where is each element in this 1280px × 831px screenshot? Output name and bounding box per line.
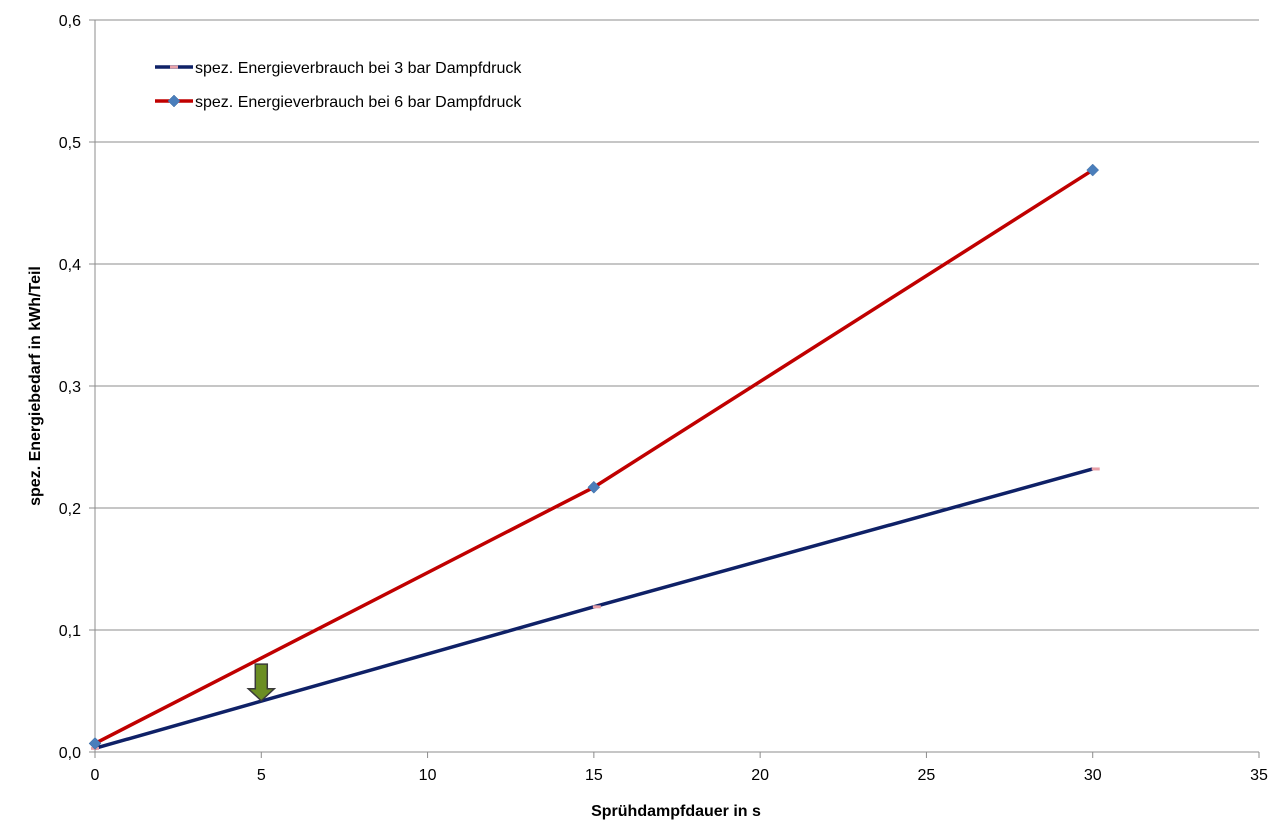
x-tick-label: 10 [419, 767, 437, 784]
legend-marker-2 [167, 94, 181, 108]
y-tick-label: 0,5 [59, 135, 81, 152]
legend-marker-1 [170, 65, 178, 69]
y-tick-label: 0,0 [59, 745, 81, 762]
x-tick-label: 20 [751, 767, 769, 784]
series-2-point [587, 480, 601, 494]
x-tick-label: 5 [257, 767, 266, 784]
x-tick-label: 0 [91, 767, 100, 784]
y-axis-title: spez. Energiebedarf in kWh/Teil [27, 266, 44, 506]
series-line-1 [94, 467, 1094, 751]
legend: spez. Energieverbrauch bei 3 bar Dampfdr… [155, 60, 522, 111]
x-tick-label: 35 [1250, 767, 1268, 784]
y-tick-label: 0,2 [59, 501, 81, 518]
series-2-point [1086, 163, 1100, 177]
series-2-point [88, 737, 102, 750]
y-axis-ticks: 0,0 0,1 0,2 0,3 0,4 0,5 0,6 [59, 13, 95, 762]
y-tick-label: 0,4 [59, 257, 81, 274]
x-axis-title: Sprühdampfdauer in s [591, 803, 761, 820]
x-tick-label: 15 [585, 767, 603, 784]
x-axis-ticks: 0 5 10 15 20 25 30 35 [91, 752, 1268, 784]
arrow-down-annotation [246, 663, 277, 702]
series-group [88, 163, 1100, 751]
y-tick-label: 0,3 [59, 379, 81, 396]
series-1-point [592, 605, 601, 609]
series-line-2 [94, 168, 1094, 746]
legend-label-1: spez. Energieverbrauch bei 3 bar Dampfdr… [195, 60, 522, 77]
series-1-point [1091, 467, 1100, 471]
x-tick-label: 30 [1084, 767, 1102, 784]
y-tick-label: 0,1 [59, 623, 81, 640]
x-tick-label: 25 [918, 767, 936, 784]
legend-label-2: spez. Energieverbrauch bei 6 bar Dampfdr… [195, 94, 522, 111]
y-tick-label: 0,6 [59, 13, 81, 30]
grid-lines [95, 19, 1259, 631]
annotations [246, 663, 277, 702]
